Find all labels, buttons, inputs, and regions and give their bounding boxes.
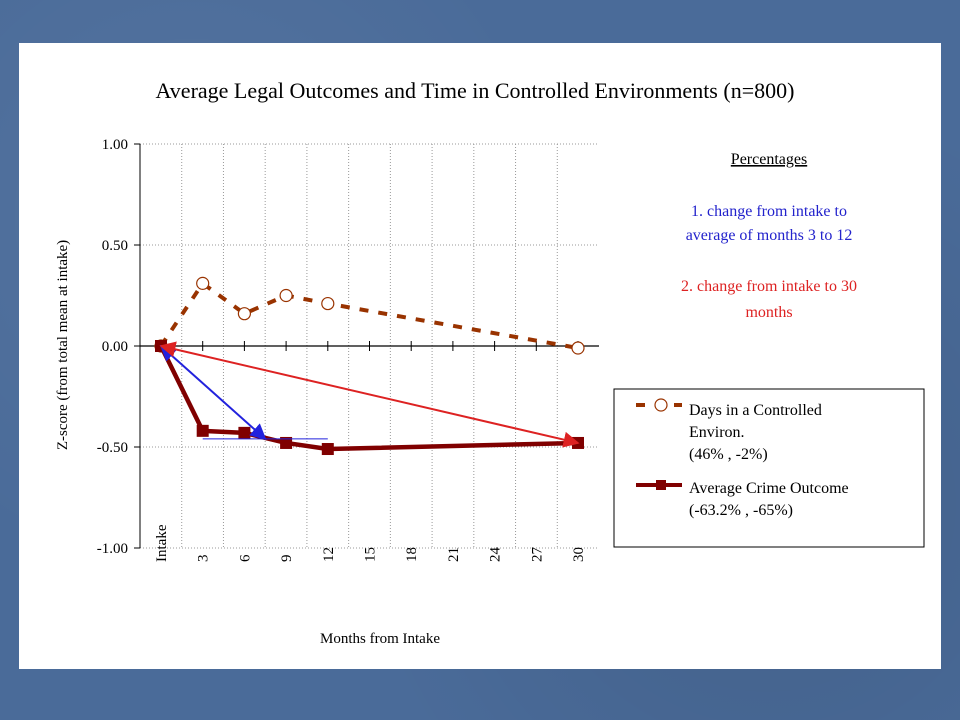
x-tick-labels: Intake 3 6 9 12 15 18 21 24 27 30 (154, 524, 587, 562)
percentages-note: Percentages 1. change from intake to ave… (681, 151, 857, 321)
data-point-circle (279, 288, 293, 303)
x-tick-label: 6 (237, 554, 253, 562)
chart: Average Legal Outcomes and Time in Contr… (55, 78, 925, 647)
annotation-arrows (159, 341, 580, 448)
legend-series-2-line-1: Average Crime Outcome (689, 480, 849, 497)
percentages-heading: Percentages (731, 151, 807, 168)
y-tick-label: 1.00 (102, 137, 128, 153)
x-tick-label: 15 (363, 547, 379, 562)
legend-series-1-line-3: (46% , -2%) (689, 446, 768, 463)
y-tick-labels: 1.00 0.50 0.00 -0.50 -1.00 (97, 137, 128, 557)
x-tick-label: 3 (196, 555, 212, 563)
note-2-line-1: 2. change from intake to 30 (681, 278, 857, 295)
y-axis-label: Z-score (from total mean at intake) (55, 240, 71, 450)
y-tick-label: 0.50 (102, 238, 128, 254)
slide: Average Legal Outcomes and Time in Contr… (19, 43, 941, 669)
x-tick-label: 9 (279, 555, 295, 563)
x-tick-label: 27 (529, 547, 545, 563)
legend-box (613, 388, 925, 548)
x-tick-label: 12 (321, 547, 337, 562)
data-point-circle (196, 276, 210, 290)
data-point-circle (321, 296, 335, 311)
plot-area: 1.00 0.50 0.00 -0.50 -1.00 Intake 3 6 9 12 15 18 21… (97, 137, 599, 562)
chart-title: Average Legal Outcomes and Time in Contr… (156, 78, 795, 103)
y-tick-label: 0.00 (102, 339, 128, 355)
y-tick-label: -0.50 (97, 440, 128, 456)
x-tick-label: 18 (404, 547, 420, 562)
data-point-circle (237, 307, 251, 321)
note-1-line-2: average of months 3 to 12 (686, 227, 853, 244)
legend-circle-marker (654, 398, 668, 412)
series-line-1 (159, 281, 579, 350)
x-tick-label: Intake (154, 524, 170, 562)
y-tick-label: -1.00 (97, 541, 128, 557)
data-point-circle (571, 341, 585, 355)
note-2-line-2: months (745, 304, 792, 321)
annotation-arrow-2 (159, 341, 580, 448)
x-tick-label: 30 (571, 547, 587, 562)
legend-series-1-line-1: Days in a Controlled (689, 402, 822, 419)
legend: Days in a Controlled Environ. (46% , -2%… (613, 388, 925, 548)
x-tick-label: 21 (446, 547, 462, 562)
legend-series-1-line-2: Environ. (689, 424, 745, 441)
data-point-square (321, 443, 334, 456)
x-axis-label: Months from Intake (320, 631, 440, 647)
data-point-square (238, 426, 251, 439)
x-tick-label: 24 (488, 547, 504, 563)
note-1-line-1: 1. change from intake to (691, 203, 847, 220)
legend-square-marker (656, 480, 666, 490)
legend-series-2-line-2: (-63.2% , -65%) (689, 502, 793, 519)
data-point-square (196, 424, 209, 437)
